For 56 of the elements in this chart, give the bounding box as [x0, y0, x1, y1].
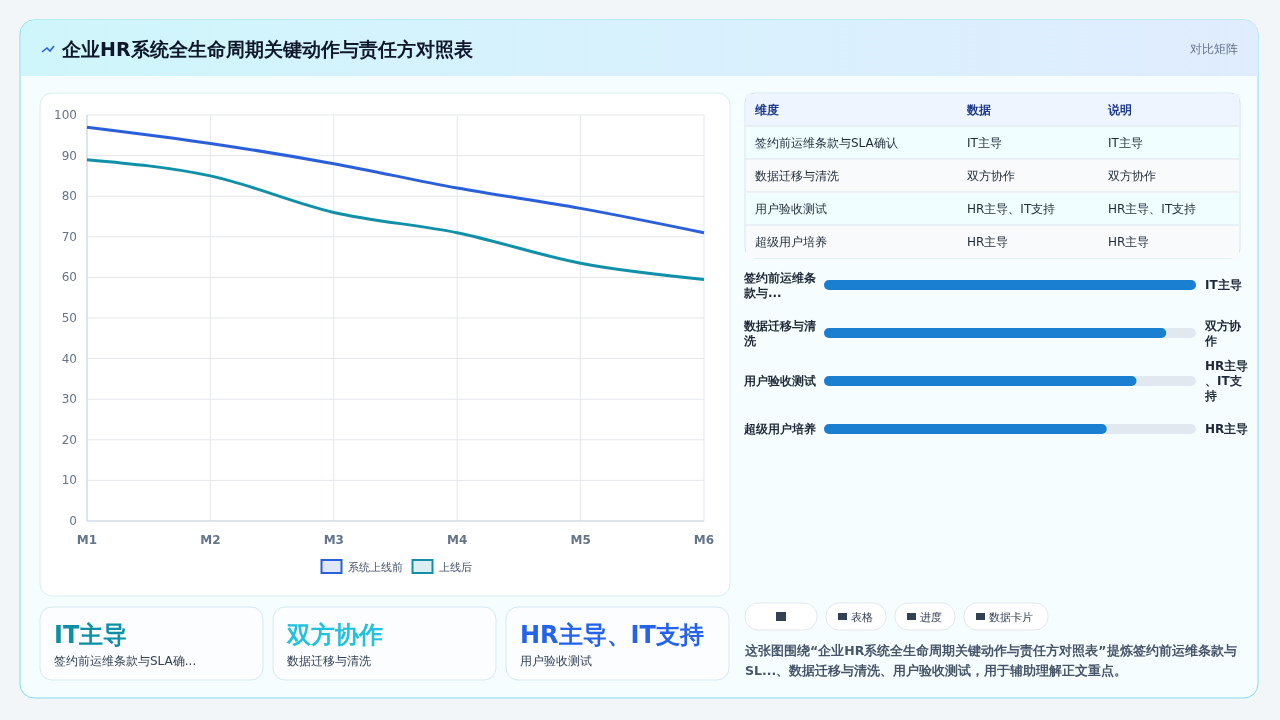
text: HR主导、IT支持 [1108, 202, 1197, 216]
text: IT主导 [54, 621, 128, 649]
line-series [85, 125, 706, 235]
y-tick-label: 80 [61, 189, 77, 204]
text: HR主导 [967, 235, 1009, 249]
y-tick-label: 10 [61, 473, 77, 488]
text: 企业HR系统全生命周期关键动作与责任方对照表 [61, 38, 474, 60]
y-tick-label: 90 [61, 148, 77, 163]
y-tick-label: 超级用户培养 [743, 422, 816, 436]
text: 数据迁移与清洗 [287, 654, 371, 668]
y-tick-label: 40 [61, 351, 77, 366]
text: 超级用户培养 [755, 235, 827, 249]
text: 说明 [1107, 103, 1132, 117]
text: 维度 [754, 103, 779, 117]
text: HR主导、IT支持 [967, 202, 1056, 216]
text: 数据 [966, 103, 991, 117]
text: 进度 [920, 611, 942, 624]
legend-label: 上线后 [438, 561, 472, 574]
text: HR主导、IT支持 [520, 621, 704, 649]
y-tick-label: 数据迁移与清洗 [743, 318, 816, 348]
text: HR主导 [1205, 422, 1249, 436]
y-tick-label: 50 [61, 311, 77, 325]
x-tick-label: M3 [323, 533, 344, 547]
y-tick-label: 0 [69, 514, 77, 528]
x-tick-label: M4 [447, 533, 468, 547]
text: 双方协作 [1108, 169, 1156, 183]
text: 用户验收测试 [755, 202, 827, 216]
x-tick-label: M6 [693, 533, 715, 547]
text: 用户验收测试 [520, 654, 592, 668]
x-tick-label: M2 [200, 533, 221, 547]
y-tick-label: 用户验收测试 [743, 374, 816, 388]
text: IT主导 [967, 136, 1002, 150]
y-tick-label: 签约前运维条款与... [743, 270, 816, 300]
text: 双方协作 [286, 621, 383, 649]
text: IT主导 [1205, 278, 1242, 292]
text: 双方协作 [1204, 318, 1242, 348]
text: 这张图围绕“企业HR系统全生命周期关键动作与责任方对照表”提炼签约前运维条款与SL...、数据迁移与清洗、用户验收测试，用于辅助理解正文重点。 [744, 643, 1237, 678]
text: 双方协作 [967, 169, 1015, 183]
y-tick-label: 60 [61, 270, 77, 285]
y-tick-label: 30 [61, 392, 77, 407]
text: 签约前运维条款与SLA确... [54, 654, 197, 668]
text: 对比矩阵 [1190, 42, 1238, 56]
text: HR主导、IT支持 [1204, 359, 1249, 403]
text: 数据迁移与清洗 [755, 169, 839, 183]
y-tick-label: 70 [61, 229, 77, 244]
x-tick-label: M1 [76, 533, 98, 547]
text: 签约前运维条款与SLA确认 [755, 136, 898, 150]
y-tick-label: 100 [54, 108, 77, 122]
y-tick-label: 20 [61, 432, 77, 447]
text: 数据卡片 [989, 611, 1033, 624]
text: IT主导 [1108, 136, 1143, 150]
line-series [85, 158, 706, 281]
text: 表格 [851, 611, 873, 624]
x-tick-label: M5 [570, 533, 591, 547]
legend-label: 系统上线前 [347, 561, 403, 574]
text: HR主导 [1108, 235, 1150, 249]
